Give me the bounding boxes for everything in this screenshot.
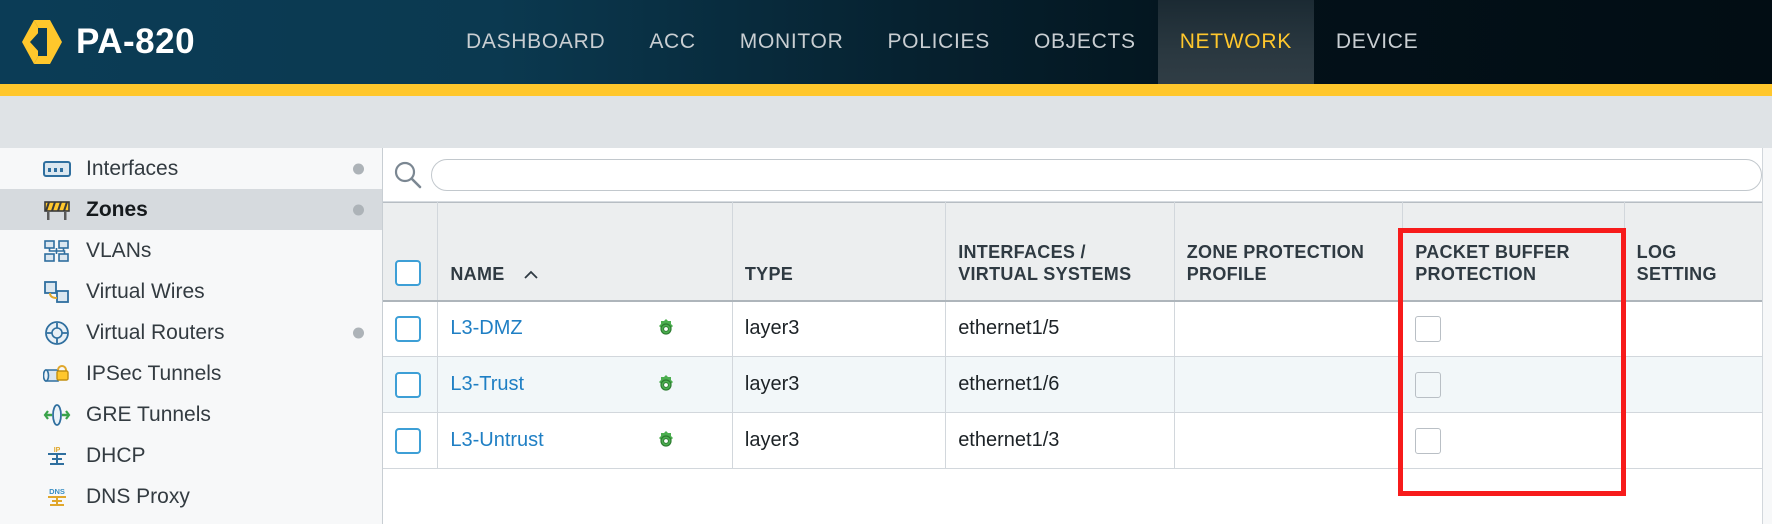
accent-divider-bar [0, 84, 1772, 96]
search-icon[interactable] [391, 158, 425, 192]
interfaces-icon [42, 156, 72, 182]
nav-tab-objects[interactable]: OBJECTS [1033, 30, 1136, 53]
sidebar-item-virtual-routers[interactable]: Virtual Routers [0, 312, 382, 353]
cell-packet-buffer-protection [1402, 412, 1625, 469]
column-header-packet-buffer-protection[interactable]: PACKET BUFFER PROTECTION [1402, 202, 1625, 302]
zone-protection-gear-icon[interactable] [654, 429, 678, 453]
sidebar-item-label: GRE Tunnels [86, 402, 211, 426]
sidebar-item-label: Virtual Wires [86, 279, 205, 303]
zone-protection-gear-icon[interactable] [654, 317, 678, 341]
gre-tunnels-icon [42, 402, 72, 428]
status-dot [353, 327, 364, 338]
virtual-routers-icon [42, 320, 72, 346]
cell-interfaces: ethernet1/5 [945, 300, 1175, 357]
cell-type: layer3 [732, 356, 947, 413]
column-header-interfaces[interactable]: INTERFACES / VIRTUAL SYSTEMS [945, 202, 1175, 302]
row-select-cell [383, 412, 439, 469]
svg-text:DNS: DNS [49, 487, 65, 496]
cell-zone-protection-profile [1174, 412, 1404, 469]
sidebar-item-dhcp[interactable]: IP DHCP [0, 435, 382, 476]
nav-tab-acc[interactable]: ACC [649, 30, 696, 53]
table-row[interactable]: L3-Untrust layer3 ethernet1/3 [383, 412, 1772, 469]
dns-proxy-icon: DNS [42, 484, 72, 510]
column-header-zone-protection-profile[interactable]: ZONE PROTECTION PROFILE [1174, 202, 1404, 302]
zone-protection-gear-icon[interactable] [654, 373, 678, 397]
nav-tab-dashboard[interactable]: DASHBOARD [466, 30, 606, 53]
sidebar-item-zones[interactable]: Zones [0, 189, 382, 230]
cell-packet-buffer-protection [1402, 356, 1625, 413]
sidebar-item-virtual-wires[interactable]: Virtual Wires [0, 271, 382, 312]
packet-buffer-protection-checkbox[interactable] [1415, 371, 1442, 398]
cell-log-setting [1624, 356, 1772, 413]
sort-ascending-icon [524, 270, 538, 279]
palo-alto-hex-logo-icon [22, 20, 62, 64]
nav-tab-policies[interactable]: POLICIES [887, 30, 990, 53]
zone-name-link[interactable]: L3-DMZ [450, 317, 523, 340]
nav-tab-device[interactable]: DEVICE [1335, 30, 1419, 53]
cell-type: layer3 [732, 300, 947, 357]
brand-title: PA-820 [76, 22, 196, 61]
zone-name-link[interactable]: L3-Untrust [450, 429, 544, 451]
virtual-wires-icon [42, 279, 72, 305]
table-row[interactable]: L3-DMZ layer3 ethernet1/5 [383, 300, 1772, 357]
column-header-type[interactable]: TYPE [732, 202, 947, 302]
cell-name: L3-Trust [437, 356, 733, 413]
row-checkbox[interactable] [395, 315, 421, 342]
sidebar-item-vlans[interactable]: VLANs [0, 230, 382, 271]
sidebar-item-dns-proxy[interactable]: DNS DNS Proxy [0, 476, 382, 517]
row-checkbox[interactable] [395, 427, 421, 454]
table-row[interactable]: L3-Trust layer3 ethernet1/6 [383, 356, 1772, 413]
zones-table: NAME TYPE INTERFACES / VIRTUAL SYSTEMS Z… [383, 202, 1772, 469]
vlans-icon [42, 238, 72, 264]
cell-zone-protection-profile [1174, 300, 1404, 357]
row-select-cell [383, 356, 439, 413]
select-all-checkbox[interactable] [395, 259, 421, 286]
right-edge-strip [1762, 148, 1772, 524]
sub-header-band [0, 96, 1772, 148]
packet-buffer-protection-checkbox[interactable] [1415, 427, 1442, 454]
cell-log-setting [1624, 300, 1772, 357]
table-header-row: NAME TYPE INTERFACES / VIRTUAL SYSTEMS Z… [383, 202, 1772, 302]
cell-interfaces: ethernet1/3 [945, 412, 1175, 469]
nav-tab-monitor[interactable]: MONITOR [739, 30, 844, 53]
sidebar-item-label: VLANs [86, 238, 152, 262]
main-nav: DASHBOARD ACC MONITOR POLICIES OBJECTS N… [400, 0, 1772, 84]
cell-name: L3-Untrust [437, 412, 733, 469]
cell-zone-protection-profile [1174, 356, 1404, 413]
cell-interfaces: ethernet1/6 [945, 356, 1175, 413]
sidebar-item-label: DHCP [86, 443, 146, 467]
cell-name: L3-DMZ [437, 300, 733, 357]
brand: PA-820 [0, 20, 400, 64]
sidebar-item-label: IPSec Tunnels [86, 361, 222, 385]
dhcp-icon: IP [42, 443, 72, 469]
zone-name-link[interactable]: L3-Trust [450, 373, 525, 395]
sidebar-item-ipsec-tunnels[interactable]: IPSec Tunnels [0, 353, 382, 394]
cell-packet-buffer-protection [1402, 300, 1625, 357]
zones-barrier-icon [42, 197, 72, 223]
search-input[interactable] [431, 158, 1762, 191]
status-dot [353, 163, 364, 174]
row-select-cell [383, 300, 439, 357]
zones-main-panel: NAME TYPE INTERFACES / VIRTUAL SYSTEMS Z… [383, 148, 1772, 524]
row-checkbox[interactable] [395, 371, 421, 398]
top-navigation-bar: PA-820 DASHBOARD ACC MONITOR POLICIES OB… [0, 0, 1772, 84]
nav-tab-network[interactable]: NETWORK [1157, 0, 1314, 84]
packet-buffer-protection-checkbox[interactable] [1415, 315, 1442, 342]
column-header-log-setting[interactable]: LOG SETTING [1624, 202, 1772, 302]
column-header-name[interactable]: NAME [437, 202, 733, 302]
sidebar-item-label: DNS Proxy [86, 484, 190, 508]
ipsec-tunnels-icon [42, 361, 72, 387]
search-row [383, 148, 1772, 202]
cell-log-setting [1624, 412, 1772, 469]
sidebar-item-interfaces[interactable]: Interfaces [0, 148, 382, 189]
sidebar-item-gre-tunnels[interactable]: GRE Tunnels [0, 394, 382, 435]
status-dot [353, 204, 364, 215]
network-sidebar: Interfaces Zones VLANs [0, 148, 383, 524]
column-header-select [383, 202, 439, 302]
svg-text:IP: IP [54, 447, 61, 454]
sidebar-item-label: Interfaces [86, 156, 179, 180]
sidebar-item-label: Virtual Routers [86, 320, 225, 344]
sidebar-item-label: Zones [86, 197, 148, 221]
cell-type: layer3 [732, 412, 947, 469]
